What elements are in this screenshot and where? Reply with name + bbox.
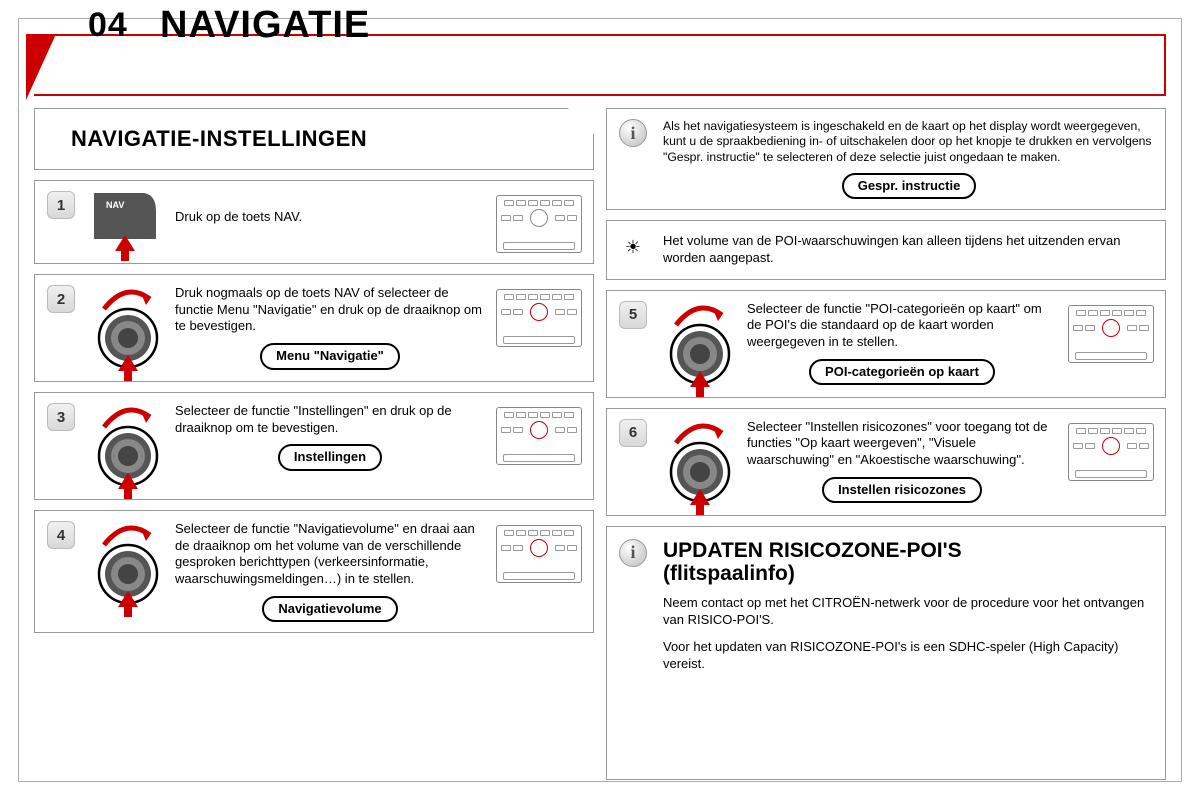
step-text: Selecteer de functie "Navigatievolume" e…: [175, 521, 485, 588]
corner-cut-icon: [567, 107, 595, 135]
info-icon: i: [619, 539, 647, 567]
step-number: 1: [47, 191, 75, 219]
left-column: NAVIGATIE-INSTELLINGEN 1 NAV Druk op de …: [34, 108, 594, 780]
step-text: Selecteer "Instellen risicozones" voor t…: [747, 419, 1057, 469]
step-text: Selecteer de functie "Instellingen" en d…: [175, 403, 485, 436]
step-text: Selecteer de functie "POI-categorieën op…: [747, 301, 1057, 351]
right-column: i Als het navigatiesysteem is ingeschake…: [606, 108, 1166, 780]
step-number: 6: [619, 419, 647, 447]
console-thumb-icon: [496, 407, 582, 465]
step-number: 5: [619, 301, 647, 329]
menu-pill: Instellingen: [278, 444, 382, 471]
update-title-1: UPDATEN RISICOZONE-POI'S: [663, 539, 1153, 562]
section-title: NAVIGATIE: [160, 4, 370, 47]
step-number: 3: [47, 403, 75, 431]
step-3: 3 Selecteer de functie "Instellingen" en…: [34, 392, 594, 500]
info-panel-voice: i Als het navigatiesysteem is ingeschake…: [606, 108, 1166, 210]
bulb-icon: ☀: [619, 233, 647, 261]
update-p2: Voor het updaten van RISICOZONE-POI's is…: [663, 639, 1153, 673]
update-panel: i UPDATEN RISICOZONE-POI'S (flitspaalinf…: [606, 526, 1166, 780]
step-2: 2 Druk nogmaals op de toets NAV of selec…: [34, 274, 594, 382]
menu-pill: POI-categorieën op kaart: [809, 359, 995, 386]
arrow-up-icon: [118, 591, 138, 607]
step-number: 2: [47, 285, 75, 313]
step-text: Druk op de toets NAV.: [175, 209, 485, 226]
svg-text:NAV: NAV: [106, 200, 124, 210]
subtitle-panel: NAVIGATIE-INSTELLINGEN: [34, 108, 594, 170]
menu-pill: Menu "Navigatie": [260, 343, 400, 370]
subtitle: NAVIGATIE-INSTELLINGEN: [71, 126, 367, 152]
arrow-up-icon: [118, 355, 138, 371]
step-6: 6 Selecteer "Instellen risicozones" voor…: [606, 408, 1166, 516]
step-1: 1 NAV Druk op de toets NAV.: [34, 180, 594, 264]
menu-pill: Navigatievolume: [262, 596, 397, 623]
arrow-up-icon: [690, 489, 710, 505]
info-text: Als het navigatiesysteem is ingeschakeld…: [663, 119, 1155, 165]
step-text: Druk nogmaals op de toets NAV of selecte…: [175, 285, 485, 335]
arrow-up-icon: [118, 473, 138, 489]
section-number: 04: [88, 6, 128, 45]
menu-pill: Gespr. instructie: [842, 173, 977, 199]
arrow-up-icon: [690, 371, 710, 387]
tip-text: Het volume van de POI-waarschuwingen kan…: [663, 233, 1155, 267]
console-thumb-icon: [496, 525, 582, 583]
header-red-tab: [26, 34, 56, 100]
nav-key-icon: NAV: [94, 193, 162, 239]
menu-pill: Instellen risicozones: [822, 477, 982, 504]
tip-panel-volume: ☀ Het volume van de POI-waarschuwingen k…: [606, 220, 1166, 280]
info-icon: i: [619, 119, 647, 147]
arrow-up-icon: [115, 235, 135, 251]
console-thumb-icon: [1068, 305, 1154, 363]
step-number: 4: [47, 521, 75, 549]
update-title-2: (flitspaalinfo): [663, 562, 1153, 585]
step-4: 4 Selecteer de functie "Navigatievolume"…: [34, 510, 594, 633]
console-thumb-icon: [1068, 423, 1154, 481]
update-p1: Neem contact op met het CITROËN-netwerk …: [663, 595, 1153, 629]
console-thumb-icon: [496, 289, 582, 347]
console-thumb-icon: [496, 195, 582, 253]
step-5: 5 Selecteer de functie "POI-categorieën …: [606, 290, 1166, 398]
